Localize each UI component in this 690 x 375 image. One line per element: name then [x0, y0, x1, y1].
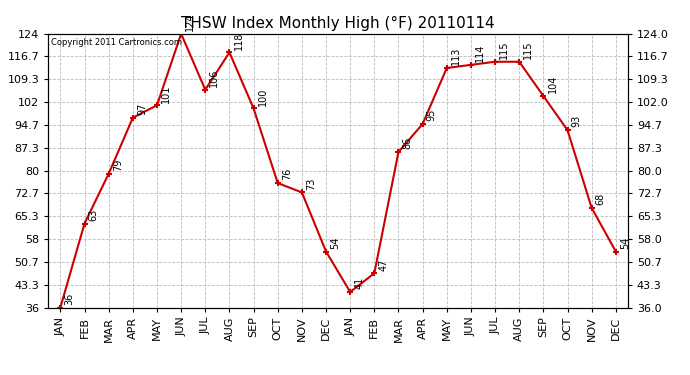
- Text: 54: 54: [331, 236, 340, 249]
- Text: 104: 104: [548, 75, 558, 93]
- Text: 54: 54: [620, 236, 630, 249]
- Text: 79: 79: [113, 159, 123, 171]
- Text: 73: 73: [306, 177, 316, 190]
- Text: 47: 47: [379, 258, 388, 270]
- Text: 114: 114: [475, 44, 485, 62]
- Text: 106: 106: [210, 69, 219, 87]
- Text: 115: 115: [500, 40, 509, 59]
- Text: 124: 124: [186, 12, 195, 31]
- Text: 86: 86: [403, 137, 413, 149]
- Text: 93: 93: [572, 115, 582, 128]
- Text: 97: 97: [137, 103, 147, 115]
- Text: Copyright 2011 Cartronics.com: Copyright 2011 Cartronics.com: [51, 38, 182, 47]
- Text: 118: 118: [234, 31, 244, 50]
- Text: 68: 68: [596, 193, 606, 205]
- Text: 95: 95: [427, 109, 437, 121]
- Text: 113: 113: [451, 47, 461, 65]
- Text: 36: 36: [65, 292, 75, 305]
- Text: 101: 101: [161, 84, 171, 102]
- Title: THSW Index Monthly High (°F) 20110114: THSW Index Monthly High (°F) 20110114: [181, 16, 495, 31]
- Text: 41: 41: [355, 277, 364, 289]
- Text: 115: 115: [524, 40, 533, 59]
- Text: 76: 76: [282, 168, 292, 180]
- Text: 63: 63: [89, 209, 99, 221]
- Text: 100: 100: [258, 87, 268, 106]
